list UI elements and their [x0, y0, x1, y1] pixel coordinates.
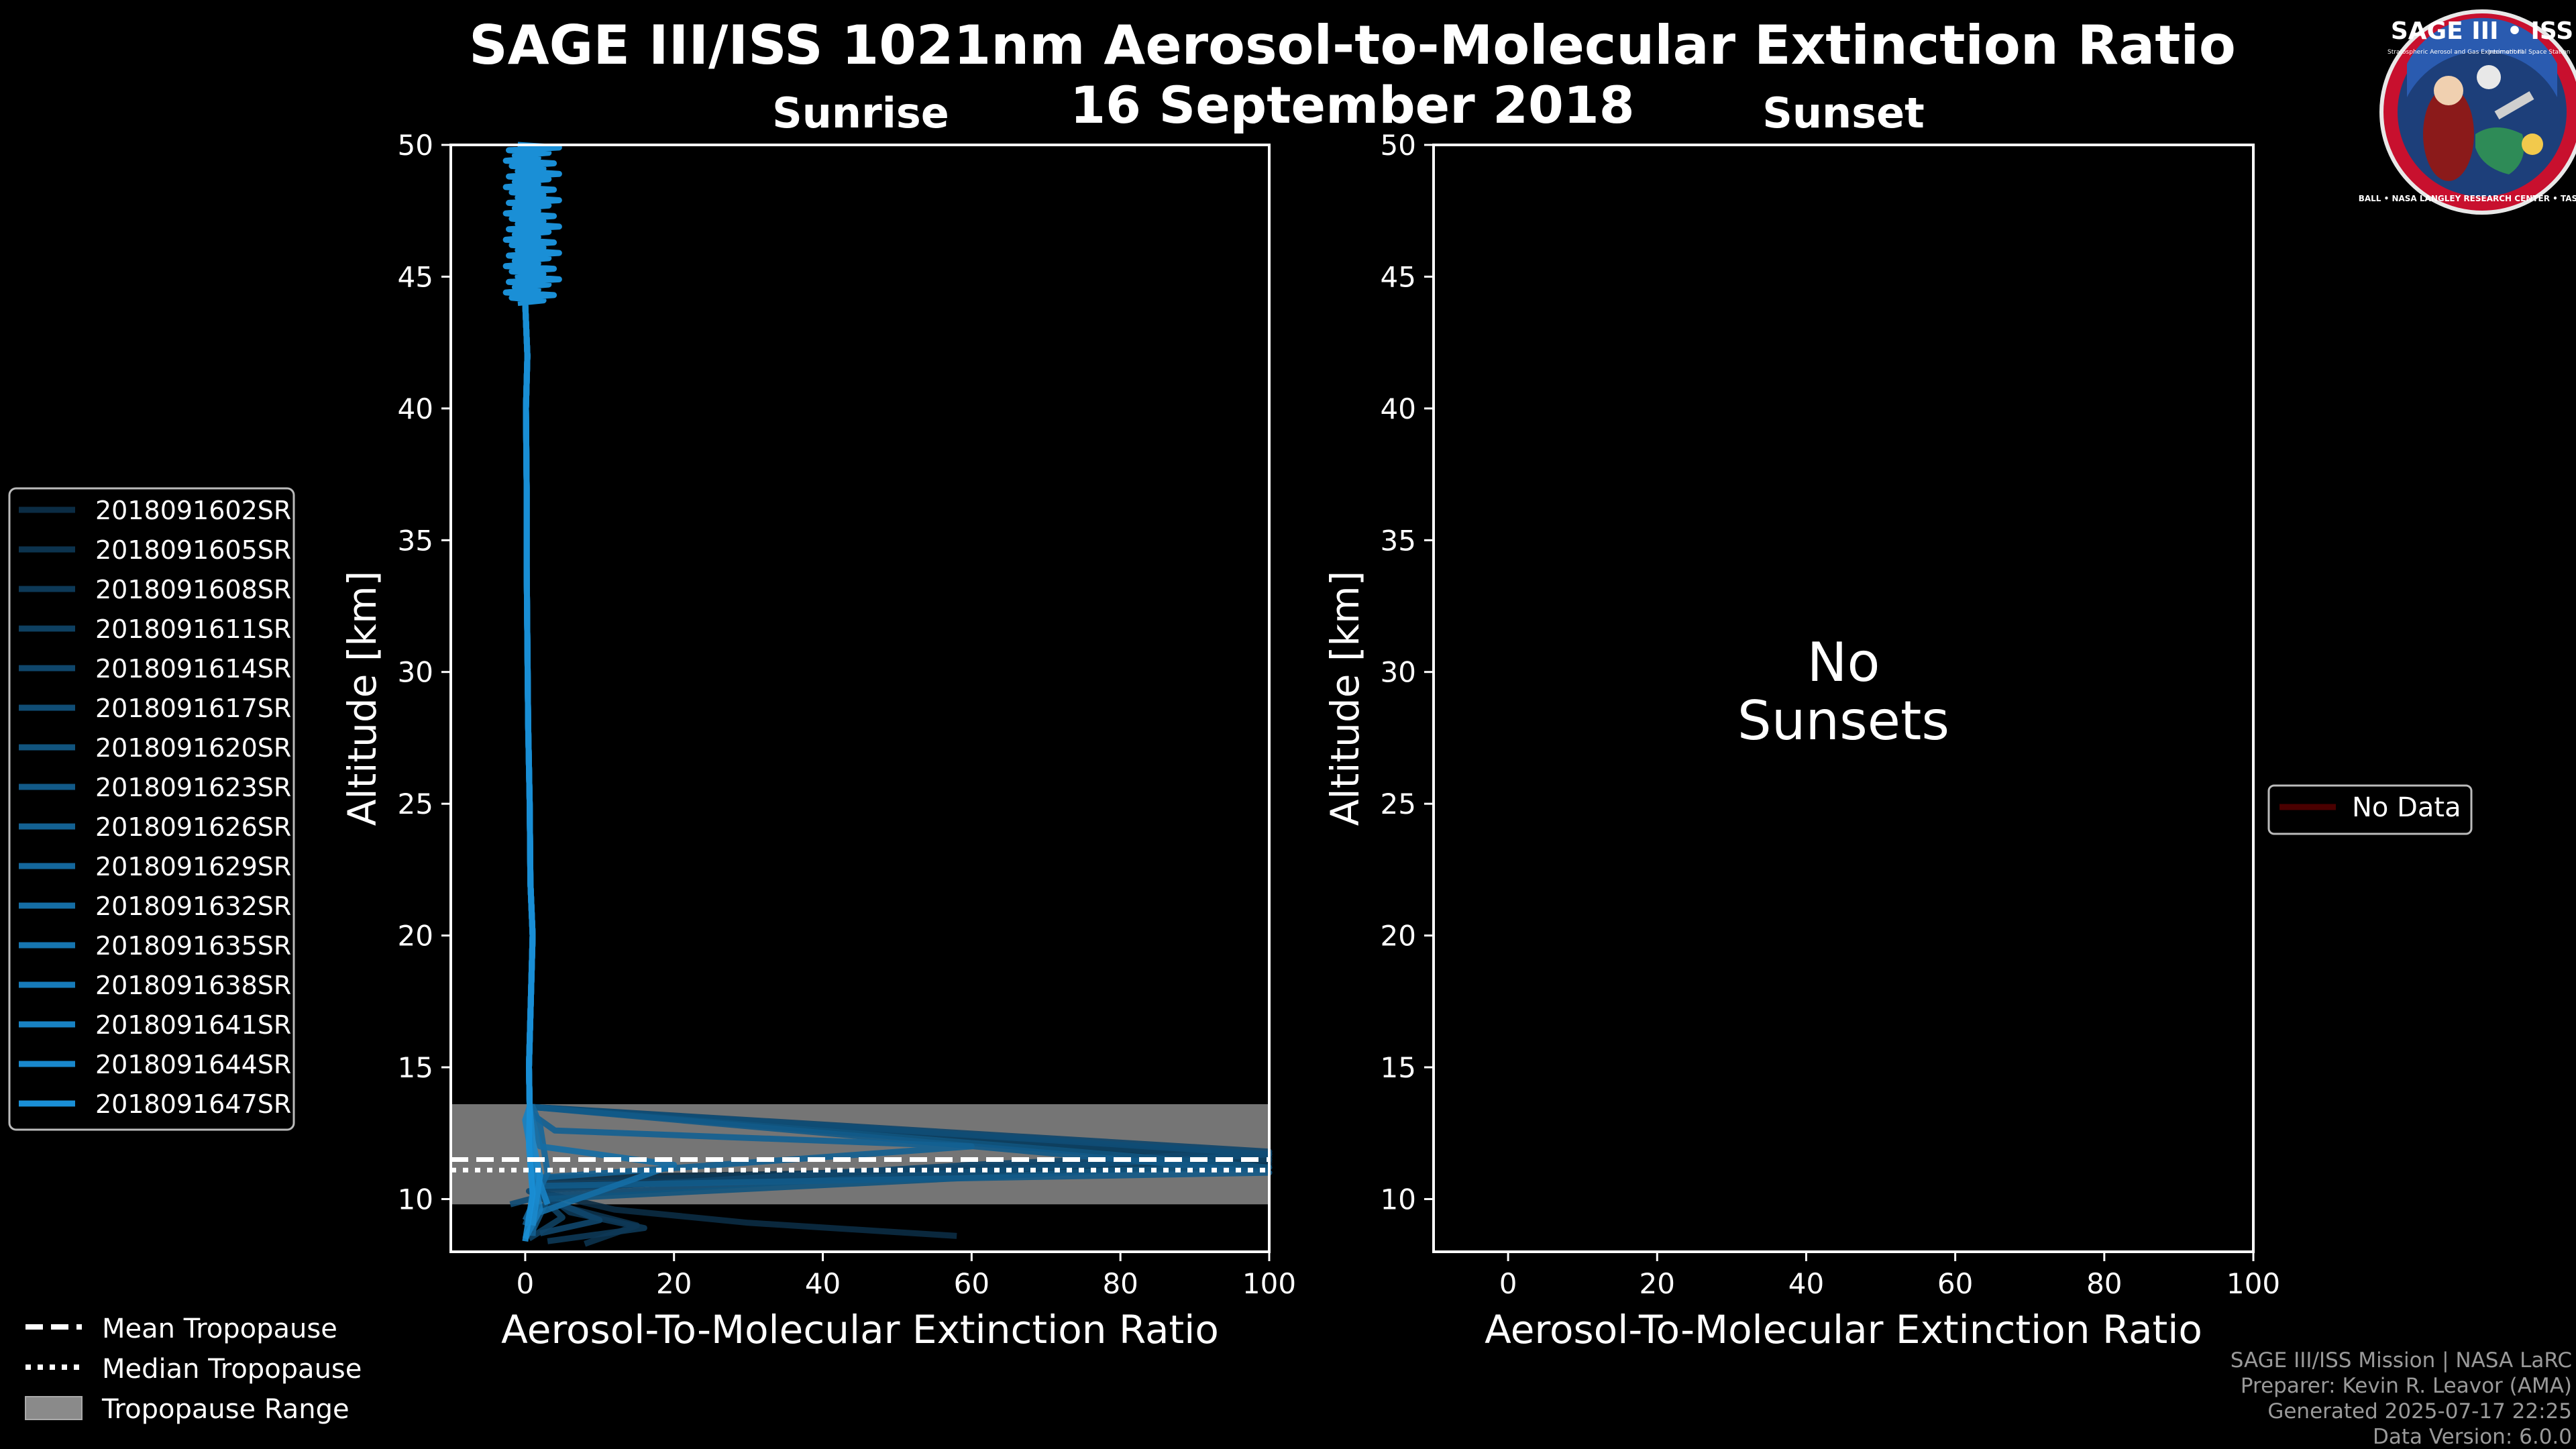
- sunrise-plot-frame: [449, 144, 1271, 1253]
- sunrise-x-tick-label: 80: [1102, 1267, 1138, 1300]
- sunrise-y-tick-label: 10: [398, 1183, 433, 1216]
- footer-mission: SAGE III/ISS Mission | NASA LaRC: [2231, 1348, 2572, 1373]
- sunrise-legend-label: 2018091623SR: [95, 773, 291, 802]
- sunrise-legend-label: 2018091620SR: [95, 733, 291, 763]
- sunset-y-axis-label: Altitude [km]: [1322, 571, 1368, 826]
- sunrise-x-tick-label: 100: [1242, 1267, 1296, 1300]
- sunrise-legend-label: 2018091608SR: [95, 575, 291, 604]
- footer-version: Data Version: 6.0.0: [2373, 1425, 2572, 1449]
- tropopause-range-legend-label: Tropopause Range: [101, 1394, 350, 1425]
- logo-subtitle: Stratospheric Aerosol and Gas Experiment…: [2387, 49, 2523, 56]
- tropopause-legend: Mean Tropopause Median Tropopause Tropop…: [25, 1313, 362, 1425]
- sunrise-x-axis-label: Aerosol-To-Molecular Extinction Ratio: [501, 1307, 1219, 1352]
- no-sunsets-annotation-line1: No: [1807, 631, 1880, 694]
- sunset-y-tick-label: 35: [1381, 524, 1416, 557]
- sage-iss-mission-logo: SAGE III • ISS Stratospheric Aerosol and…: [2359, 9, 2576, 215]
- sunset-y-tick-label: 25: [1381, 788, 1416, 820]
- sunrise-upper-noise-line: [502, 142, 562, 307]
- sunrise-y-tick-label: 30: [398, 656, 433, 689]
- footer-generated: Generated 2025-07-17 22:25: [2267, 1399, 2572, 1424]
- sunset-y-tick-label: 10: [1381, 1183, 1416, 1216]
- no-data-legend-label: No Data: [2352, 792, 2461, 823]
- sunrise-legend-label: 2018091626SR: [95, 812, 291, 842]
- sunrise-legend-label: 2018091617SR: [95, 694, 291, 723]
- sunrise-x-tick-label: 60: [954, 1267, 989, 1300]
- footer-preparer: Preparer: Kevin R. Leavor (AMA): [2241, 1374, 2572, 1398]
- figure-date: 16 September 2018: [1070, 75, 1634, 135]
- sunrise-legend-label: 2018091647SR: [95, 1089, 291, 1119]
- median-tropopause-legend-label: Median Tropopause: [102, 1354, 362, 1385]
- sunrise-legend-label: 2018091614SR: [95, 654, 291, 684]
- sunrise-y-tick-label: 20: [398, 920, 433, 953]
- logo-text: SAGE III • ISS: [2391, 17, 2573, 45]
- sunset-x-axis-label: Aerosol-To-Molecular Extinction Ratio: [1485, 1307, 2202, 1352]
- sunrise-legend-label: 2018091641SR: [95, 1010, 291, 1040]
- sunset-y-tick-label: 20: [1381, 920, 1416, 953]
- sunrise-legend: 2018091602SR 2018091605SR 2018091608SR 2018…: [8, 487, 295, 1131]
- sunset-x-tick-label: 100: [2226, 1267, 2280, 1300]
- sunset-x-tick-label: 80: [2086, 1267, 2122, 1300]
- sunrise-x-tick-label: 20: [656, 1267, 692, 1300]
- sunset-x-tick-label: 20: [1640, 1267, 1675, 1300]
- sunrise-y-axis-label: Altitude [km]: [339, 571, 385, 826]
- sunrise-y-tick-label: 45: [398, 260, 433, 293]
- figure-title: SAGE III/ISS 1021nm Aerosol-to-Molecular…: [469, 14, 2236, 76]
- sunrise-legend-label: 2018091638SR: [95, 971, 291, 1000]
- sunrise-legend-label: 2018091644SR: [95, 1050, 291, 1079]
- sunset-y-tick-label: 30: [1381, 656, 1416, 689]
- sunset-panel: 0 20 40 60 80 100 10 15 20 25 30 35 40 45 50 No Sunset…: [1322, 129, 2280, 1352]
- sunrise-legend-label: 2018091605SR: [95, 535, 291, 565]
- sunrise-x-tick-label: 40: [805, 1267, 841, 1300]
- sunset-legend: No Data: [2267, 784, 2473, 835]
- sunset-y-tick-label: 15: [1381, 1051, 1416, 1084]
- sunrise-legend-label: 2018091629SR: [95, 852, 291, 881]
- sunrise-legend-label: 2018091602SR: [95, 496, 291, 525]
- sunrise-y-tick-label: 35: [398, 524, 433, 557]
- sunset-y-tick-label: 45: [1381, 260, 1416, 293]
- sunset-x-tick-label: 40: [1788, 1267, 1824, 1300]
- sunrise-legend-box: [8, 487, 295, 1131]
- mean-tropopause-legend-label: Mean Tropopause: [102, 1313, 337, 1344]
- sunset-y-tick-label: 40: [1381, 392, 1416, 425]
- no-sunsets-annotation-line2: Sunsets: [1737, 690, 1949, 752]
- sunset-y-tick-label: 50: [1381, 129, 1416, 162]
- logo-station: International Space Station: [2488, 49, 2571, 56]
- sunrise-legend-label: 2018091611SR: [95, 614, 291, 644]
- sunrise-legend-label: 2018091632SR: [95, 892, 291, 921]
- sunrise-y-tick-label: 50: [398, 129, 433, 162]
- sunrise-y-tick-label: 15: [398, 1051, 433, 1084]
- sunset-legend-box: [2267, 784, 2473, 835]
- sunset-x-tick-label: 0: [1499, 1267, 1517, 1300]
- sunset-panel-title: Sunset: [1762, 89, 1925, 138]
- tropopause-range-legend-swatch: [25, 1396, 83, 1420]
- logo-ring-text: BALL • NASA LANGLEY RESEARCH CENTER • TA…: [2359, 194, 2576, 203]
- sunset-x-tick-label: 60: [1937, 1267, 1973, 1300]
- sunrise-panel: 0 20 40 60 80 100 10 15 20 25 30 35 40 45 50 Aerosol-T…: [339, 129, 1296, 1352]
- sunrise-legend-label: 2018091635SR: [95, 931, 291, 961]
- sunrise-y-tick-label: 25: [398, 788, 433, 820]
- sunrise-x-tick-label: 0: [517, 1267, 535, 1300]
- sunrise-y-tick-label: 40: [398, 392, 433, 425]
- sunrise-panel-title: Sunrise: [772, 89, 949, 138]
- sunset-plot-frame: [1432, 144, 2255, 1253]
